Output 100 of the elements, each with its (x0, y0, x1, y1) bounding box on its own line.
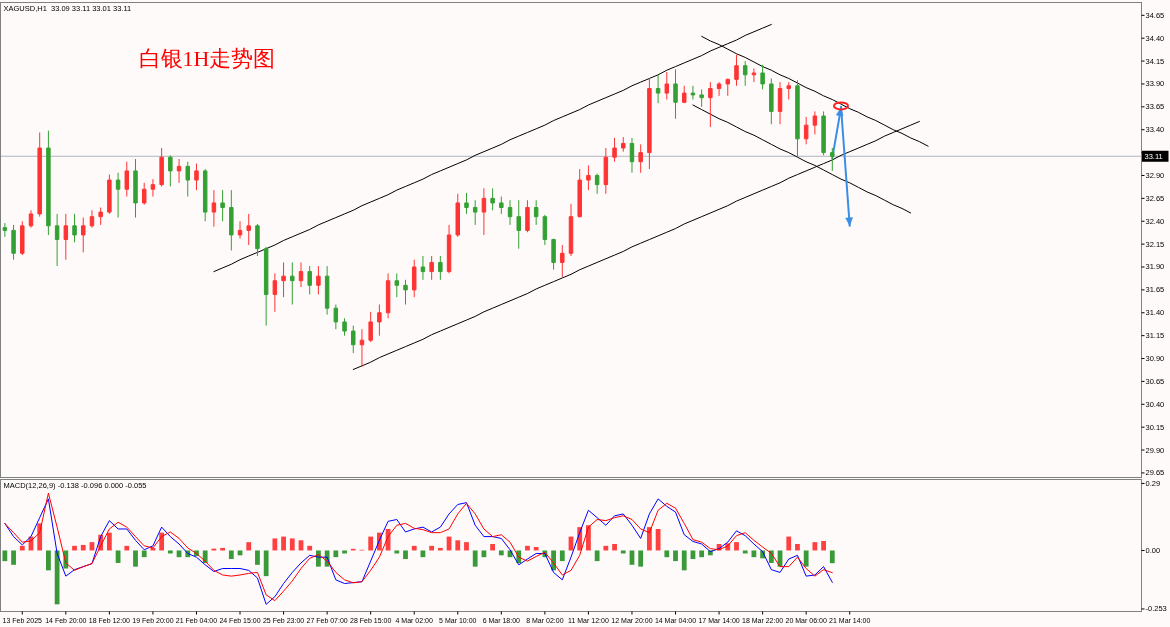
bar (803, 550, 809, 567)
bar (594, 550, 600, 562)
candlestick (603, 147, 609, 195)
candlestick (81, 217, 86, 253)
bar (80, 544, 86, 551)
candlestick (202, 168, 208, 222)
bar (681, 550, 687, 571)
candlestick (577, 168, 582, 219)
candlestick (281, 261, 286, 298)
candlestick (629, 137, 635, 174)
bar (603, 545, 609, 551)
candlestick (708, 81, 713, 128)
candlestick (359, 328, 365, 368)
bar (106, 532, 112, 551)
candlestick (229, 189, 234, 252)
bar (638, 550, 644, 567)
candlestick (107, 174, 112, 215)
bar (307, 545, 313, 551)
candlestick (385, 272, 391, 319)
candlestick (2, 222, 8, 238)
candlestick (507, 199, 513, 226)
bar (429, 545, 435, 551)
candlestick (342, 317, 347, 337)
candlestick (760, 64, 765, 90)
candlestick (220, 189, 225, 222)
candlestick (621, 136, 626, 153)
candlestick (377, 304, 382, 337)
bar (228, 550, 234, 560)
candlestick (333, 304, 339, 330)
candlestick (324, 265, 330, 316)
bar (19, 545, 25, 551)
candlestick (63, 213, 69, 261)
candlestick (11, 224, 16, 261)
candlestick (272, 272, 278, 313)
bar (46, 550, 51, 571)
candlestick (246, 213, 251, 246)
candlestick (586, 164, 591, 191)
bar (281, 536, 286, 551)
bar (620, 550, 626, 554)
bar (821, 540, 826, 551)
candlestick (133, 158, 138, 219)
bar (464, 542, 469, 551)
bar (394, 550, 400, 554)
candlestick (46, 130, 51, 236)
candlestick (194, 163, 199, 191)
candlestick (176, 158, 182, 184)
bar (525, 545, 530, 551)
candlestick (664, 71, 670, 101)
bar (498, 550, 504, 556)
candlestick (533, 199, 539, 226)
bar (742, 550, 748, 554)
bar (786, 536, 792, 551)
candlestick (290, 261, 295, 306)
candlestick (612, 137, 617, 163)
candlestick (464, 192, 469, 215)
candlestick (455, 193, 461, 238)
bar (403, 550, 408, 560)
candlestick (185, 161, 191, 198)
candlestick (89, 209, 95, 229)
candlestick (795, 79, 800, 159)
bar (795, 544, 800, 551)
text: 白银1H走势图 (138, 45, 276, 71)
candlestick (237, 220, 243, 240)
candlestick (690, 85, 696, 101)
candlestick (20, 220, 25, 256)
candlestick (821, 110, 826, 156)
candlestick (716, 81, 722, 97)
bar (124, 545, 130, 551)
bar (812, 542, 818, 551)
candlestick (525, 199, 530, 233)
candlestick (98, 207, 103, 226)
candlestick (37, 131, 42, 218)
bar (559, 550, 565, 562)
bar (246, 542, 252, 551)
candlestick (394, 272, 400, 298)
candlestick (673, 68, 678, 120)
candlestick (560, 244, 565, 278)
bar (263, 550, 269, 577)
candlestick (54, 213, 60, 267)
bar (11, 550, 16, 565)
candlestick (124, 161, 130, 198)
candlestick (594, 173, 600, 195)
candlestick (438, 255, 443, 281)
bar (133, 550, 138, 567)
candlestick (812, 110, 818, 135)
candlestick (446, 224, 452, 274)
candlestick (777, 81, 783, 125)
bar (490, 544, 496, 551)
candlestick (551, 238, 556, 271)
bar (72, 545, 77, 551)
candlestick (429, 255, 434, 281)
candlestick (699, 88, 704, 108)
candlestick (490, 187, 495, 211)
candlestick (681, 85, 687, 104)
candlestick (568, 203, 574, 257)
candlestick (159, 147, 164, 187)
candlestick (499, 196, 504, 215)
candlestick (647, 77, 652, 170)
candlestick (751, 67, 757, 83)
candlestick (516, 199, 521, 250)
